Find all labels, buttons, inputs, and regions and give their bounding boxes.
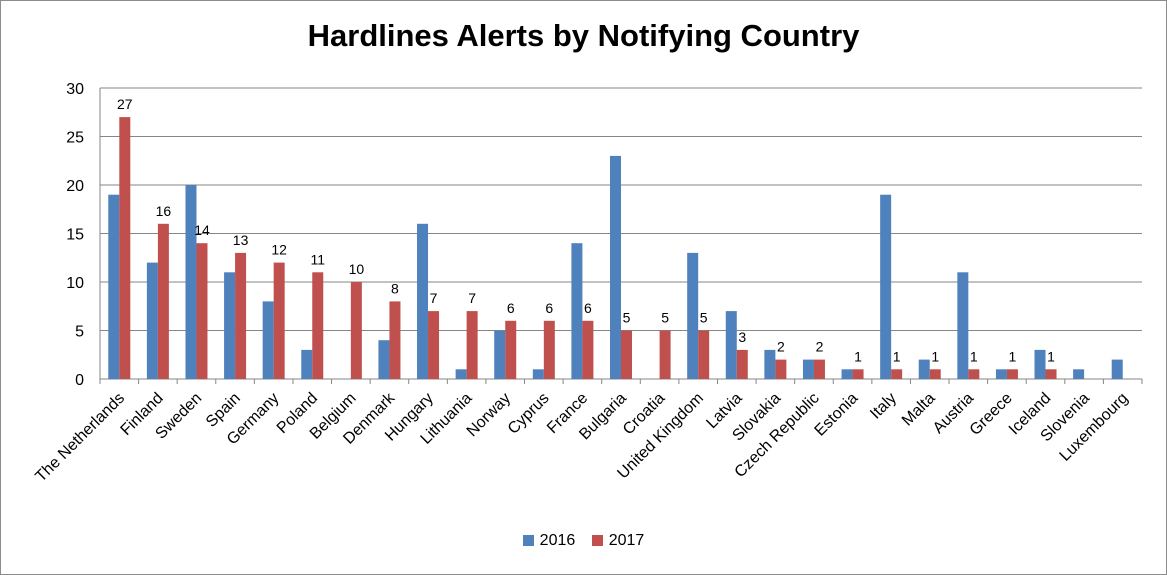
legend-label-2016: 2016 (539, 532, 576, 549)
bar-2016-greece (995, 369, 1007, 379)
bar-2016-germany (262, 301, 274, 379)
bar-2017-croatia (659, 330, 671, 379)
bar-2016-france (571, 243, 583, 379)
bar-2017-italy (891, 369, 903, 379)
bar-2016-spain (224, 272, 236, 379)
legend-item-2016: 2016 (522, 532, 576, 550)
bar-2016-latvia (725, 311, 737, 379)
bar-2016-estonia (841, 369, 853, 379)
bar-2017-sweden (196, 243, 208, 379)
x-tick-label-estonia: Estonia (812, 390, 862, 440)
data-label-2017-germany: 12 (271, 242, 287, 258)
data-label-2017-czech-republic: 2 (816, 339, 824, 355)
bar-2017-greece (1006, 369, 1018, 379)
bar-2016-cyprus (532, 369, 544, 379)
data-label-2017-bulgaria: 5 (623, 310, 631, 326)
bar-2016-finland (146, 262, 158, 379)
data-label-2017-belgium: 10 (349, 261, 365, 277)
bar-2017-the-netherlands (119, 117, 131, 379)
bar-2017-malta (929, 369, 941, 379)
y-tick-label-20: 20 (66, 178, 84, 195)
bar-2016-united-kingdom (687, 252, 699, 379)
x-tick-label-norway: Norway (464, 390, 514, 440)
bar-2017-iceland (1045, 369, 1057, 379)
data-label-2017-latvia: 3 (738, 329, 746, 345)
data-label-2017-the-netherlands: 27 (117, 96, 133, 112)
bar-2017-austria (968, 369, 980, 379)
bar-2016-austria (957, 272, 969, 379)
legend: 2016 2017 (0, 532, 1167, 550)
data-label-2017-poland: 11 (310, 251, 325, 267)
bar-2017-germany (273, 262, 285, 379)
bar-2017-france (582, 320, 594, 379)
bar-2017-latvia (736, 349, 748, 379)
y-tick-label-5: 5 (75, 324, 84, 341)
bar-2016-bulgaria (610, 155, 621, 379)
bar-2016-norway (494, 330, 506, 379)
data-label-2017-hungary: 7 (430, 290, 438, 306)
bar-2016-iceland (1034, 349, 1046, 379)
legend-item-2017: 2017 (591, 532, 645, 550)
x-tick-label-italy: Italy (867, 390, 900, 423)
bar-2017-poland (312, 272, 324, 379)
y-tick-label-0: 0 (75, 372, 84, 389)
data-label-2017-italy: 1 (893, 348, 901, 364)
data-label-2017-sweden: 14 (194, 222, 210, 238)
data-label-2017-lithuania: 7 (468, 290, 476, 306)
bar-2017-lithuania (466, 311, 478, 379)
data-label-2017-slovakia: 2 (777, 339, 785, 355)
bar-2017-norway (505, 320, 517, 379)
bar-2017-finland (157, 223, 169, 379)
bar-2016-malta (918, 359, 930, 379)
y-tick-label-25: 25 (66, 130, 84, 147)
legend-swatch-2016 (522, 535, 534, 546)
bar-2017-united-kingdom (698, 330, 710, 379)
bar-2017-slovakia (775, 359, 787, 379)
bar-2016-the-netherlands (108, 194, 120, 379)
bar-2016-poland (301, 349, 313, 379)
data-label-2017-austria: 1 (970, 348, 978, 364)
data-label-2017-denmark: 8 (391, 280, 399, 296)
data-label-2017-cyprus: 6 (545, 300, 553, 316)
y-tick-label-15: 15 (66, 227, 84, 244)
data-label-2017-malta: 1 (931, 348, 939, 364)
data-label-2017-greece: 1 (1009, 348, 1017, 364)
bar-2016-sweden (185, 185, 197, 379)
bar-2016-lithuania (455, 369, 467, 379)
x-tick-label-luxembourg: Luxembourg (1057, 390, 1132, 465)
data-label-2017-finland: 16 (156, 203, 172, 219)
data-label-2017-iceland: 1 (1047, 348, 1055, 364)
legend-swatch-2017 (591, 535, 603, 546)
bar-2016-italy (880, 194, 892, 379)
bar-2017-czech-republic (813, 359, 825, 379)
bar-2016-denmark (378, 340, 390, 379)
x-tick-label-the-netherlands: The Netherlands (32, 390, 128, 486)
data-label-2017-france: 6 (584, 300, 592, 316)
legend-label-2017: 2017 (608, 532, 645, 549)
bar-2017-spain (235, 252, 247, 379)
data-label-2017-spain: 13 (233, 232, 249, 248)
bar-2017-hungary (428, 311, 440, 379)
bar-2016-slovakia (764, 349, 776, 379)
data-label-2017-estonia: 1 (854, 348, 862, 364)
y-tick-label-10: 10 (66, 275, 84, 292)
y-tick-label-30: 30 (66, 81, 84, 98)
x-tick-label-greece: Greece (967, 390, 1016, 439)
bar-2017-bulgaria (621, 330, 632, 379)
bar-2016-slovenia (1073, 369, 1085, 379)
bar-2017-denmark (389, 301, 401, 379)
data-label-2017-norway: 6 (507, 300, 515, 316)
bar-2016-luxembourg (1111, 359, 1123, 379)
bar-2016-czech-republic (802, 359, 814, 379)
bar-2016-hungary (417, 223, 429, 379)
bar-2017-estonia (852, 369, 864, 379)
x-tick-label-cyprus: Cyprus (505, 390, 553, 438)
bar-2017-cyprus (543, 320, 555, 379)
data-label-2017-croatia: 5 (661, 310, 669, 326)
bar-2017-belgium (350, 282, 362, 379)
chart-title: Hardlines Alerts by Notifying Country (307, 18, 860, 53)
data-label-2017-united-kingdom: 5 (700, 310, 708, 326)
